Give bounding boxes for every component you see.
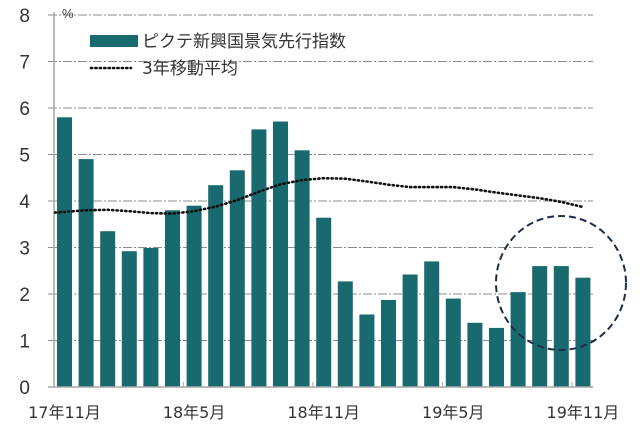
y-tick-labels: 0 1 2 3 4 5 6 7 8	[19, 6, 30, 399]
y-unit-label: %	[62, 6, 74, 21]
y-tick-label: 3	[19, 239, 30, 260]
bar	[445, 298, 461, 387]
legend: ピクテ新興国景気先行指数 3年移動平均	[89, 32, 346, 79]
bar	[316, 217, 332, 387]
bar	[402, 274, 418, 387]
bar	[553, 266, 569, 387]
bar	[251, 129, 267, 387]
bar	[165, 210, 180, 387]
bar	[208, 185, 224, 387]
bar	[381, 300, 396, 387]
legend-bar-label: ピクテ新興国景気先行指数	[142, 32, 346, 52]
bar	[467, 322, 483, 387]
bar	[143, 248, 159, 387]
bar	[337, 281, 353, 387]
bar	[575, 277, 591, 387]
moving-average-line	[53, 176, 585, 215]
x-tick-label: 18年5月	[163, 403, 226, 422]
bar	[100, 231, 116, 387]
bar	[121, 251, 137, 387]
x-tick-label: 18年11月	[287, 403, 360, 422]
y-tick-label: 6	[19, 99, 30, 120]
y-tick-label: 5	[19, 146, 30, 167]
bar	[359, 314, 375, 387]
y-tick-label: 0	[19, 378, 30, 399]
bar	[510, 292, 526, 387]
y-tick-label: 1	[19, 332, 30, 353]
bar	[424, 261, 440, 387]
y-tick-label: 2	[19, 285, 30, 306]
bar-series	[57, 117, 591, 388]
bar	[489, 327, 504, 387]
y-tick-label: 8	[19, 6, 30, 27]
bar	[186, 205, 202, 387]
bar	[294, 150, 310, 387]
bar	[532, 266, 548, 387]
bar	[273, 121, 288, 387]
bar	[229, 170, 245, 387]
highlight-circle	[495, 215, 627, 351]
legend-line-label: 3年移動平均	[142, 59, 238, 79]
legend-bar-swatch	[90, 35, 138, 47]
y-tick-label: 7	[19, 53, 30, 74]
x-tick-label: 19年5月	[422, 403, 485, 422]
y-tick-label: 4	[19, 192, 30, 213]
x-tick-label: 19年11月	[547, 403, 620, 422]
x-tick-marks	[182, 382, 573, 387]
x-tick-labels: 17年11月 18年5月 18年11月 19年5月 19年11月	[28, 403, 619, 422]
x-tick-label: 17年11月	[28, 403, 101, 422]
bar	[57, 117, 72, 388]
bar	[78, 159, 94, 387]
